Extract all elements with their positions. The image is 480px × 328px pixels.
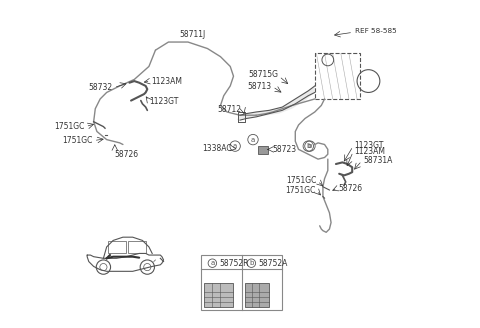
Text: 1338AC: 1338AC — [202, 144, 231, 153]
Text: 58731A: 58731A — [363, 156, 392, 165]
Polygon shape — [237, 86, 315, 120]
Text: 1123AM: 1123AM — [152, 76, 182, 86]
Text: 1751GC: 1751GC — [54, 122, 84, 131]
Text: 58726: 58726 — [115, 150, 139, 159]
Text: 58726: 58726 — [338, 184, 363, 193]
Text: a: a — [210, 260, 215, 266]
Text: 58752A: 58752A — [258, 259, 287, 268]
Text: b: b — [308, 143, 312, 149]
Text: 58711J: 58711J — [180, 30, 206, 39]
Text: a: a — [233, 143, 237, 149]
Text: b: b — [249, 260, 253, 266]
Text: 1751GC: 1751GC — [286, 176, 316, 185]
Bar — [315, 53, 360, 99]
Bar — [204, 283, 233, 307]
Text: 1751GC: 1751GC — [62, 136, 92, 145]
Text: a: a — [251, 136, 255, 143]
Bar — [108, 241, 126, 254]
Bar — [245, 283, 269, 307]
Text: 58732: 58732 — [88, 83, 112, 92]
Text: 1751GC: 1751GC — [285, 186, 315, 195]
Text: REF 58-585: REF 58-585 — [356, 28, 397, 34]
Text: 58752R: 58752R — [219, 259, 248, 268]
Text: 58723: 58723 — [272, 145, 296, 154]
Text: 1123AM: 1123AM — [354, 147, 385, 156]
Text: 58715G: 58715G — [248, 70, 278, 79]
Text: 1123GT: 1123GT — [354, 141, 384, 150]
Text: 58712: 58712 — [217, 105, 241, 114]
Text: 1123GT: 1123GT — [150, 97, 179, 106]
Bar — [258, 146, 268, 154]
Text: 58713: 58713 — [247, 82, 272, 91]
Text: b: b — [306, 143, 311, 149]
Bar — [128, 241, 146, 254]
